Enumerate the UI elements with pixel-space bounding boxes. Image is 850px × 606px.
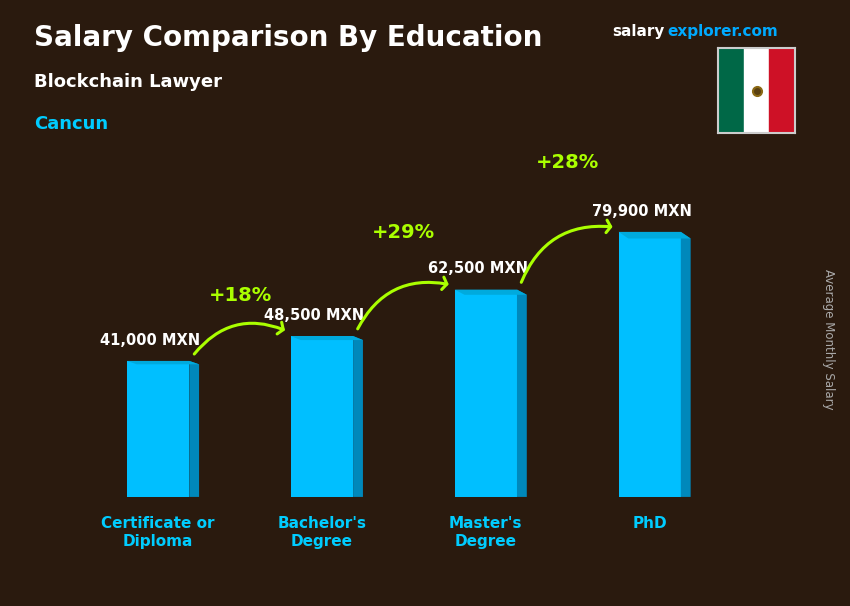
Polygon shape: [681, 232, 691, 497]
Bar: [718, 48, 744, 133]
Text: 48,500 MXN: 48,500 MXN: [264, 308, 364, 323]
Text: Cancun: Cancun: [34, 115, 108, 133]
Polygon shape: [190, 361, 199, 497]
Text: 79,900 MXN: 79,900 MXN: [592, 204, 691, 219]
Bar: [769, 48, 795, 133]
Polygon shape: [455, 290, 527, 295]
Polygon shape: [619, 232, 681, 497]
Text: 62,500 MXN: 62,500 MXN: [428, 261, 528, 276]
Text: Salary Comparison By Education: Salary Comparison By Education: [34, 24, 542, 52]
Bar: [744, 48, 769, 133]
Text: +28%: +28%: [536, 153, 599, 172]
Polygon shape: [353, 336, 363, 497]
Text: +18%: +18%: [208, 285, 272, 305]
Text: +29%: +29%: [372, 224, 435, 242]
Polygon shape: [127, 361, 190, 497]
Polygon shape: [127, 361, 199, 364]
Text: Blockchain Lawyer: Blockchain Lawyer: [34, 73, 222, 91]
Polygon shape: [455, 290, 517, 497]
Text: 41,000 MXN: 41,000 MXN: [99, 333, 200, 348]
Polygon shape: [291, 336, 363, 340]
Text: explorer.com: explorer.com: [667, 24, 778, 39]
Text: salary: salary: [612, 24, 665, 39]
Polygon shape: [517, 290, 527, 497]
Polygon shape: [291, 336, 353, 497]
Text: Average Monthly Salary: Average Monthly Salary: [822, 269, 836, 410]
Polygon shape: [619, 232, 691, 239]
